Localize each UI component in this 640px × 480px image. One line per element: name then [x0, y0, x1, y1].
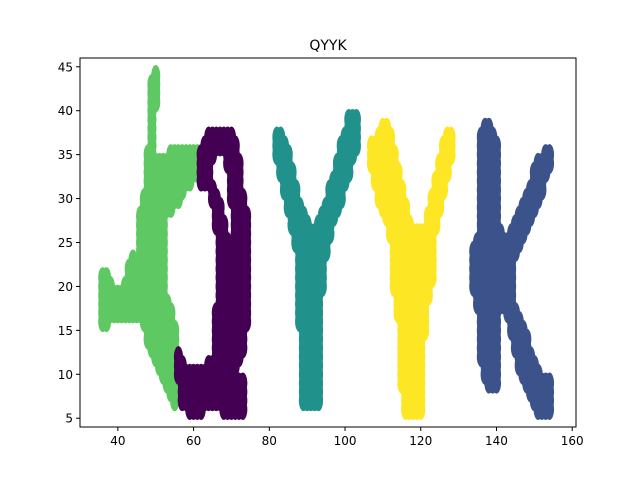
- y-tick-label: 25: [58, 236, 73, 250]
- data-point: [491, 372, 502, 394]
- y-tick-label: 30: [58, 192, 73, 206]
- x-tick-label: 140: [485, 434, 508, 448]
- y-tick-label: 40: [58, 104, 73, 118]
- series-1: [173, 126, 252, 420]
- series-0: [98, 65, 210, 412]
- y-tick-label: 45: [58, 60, 73, 74]
- data-point: [196, 398, 206, 420]
- data-point: [170, 390, 180, 412]
- data-point: [173, 188, 183, 210]
- y-tick-label: 35: [58, 148, 73, 162]
- axes-layer: 40 60 80 100 120 140 160 5 10 15 20 25 30 35 40 45: [58, 57, 584, 448]
- y-tick-label: 15: [58, 324, 73, 338]
- x-tick-label: 160: [561, 434, 584, 448]
- points-layer: [98, 65, 555, 420]
- x-tick-label: 120: [409, 434, 432, 448]
- data-point: [166, 196, 176, 218]
- x-tick-label: 100: [334, 434, 357, 448]
- x-tick-label: 40: [110, 434, 125, 448]
- chart-title: QYYK: [309, 38, 347, 54]
- data-point: [313, 390, 324, 412]
- data-point: [185, 170, 195, 192]
- series-3: [367, 117, 456, 420]
- series-2: [272, 108, 361, 412]
- y-tick-label: 10: [58, 368, 73, 382]
- data-point: [416, 398, 426, 420]
- data-point: [238, 398, 248, 420]
- x-tick-label: 80: [262, 434, 277, 448]
- data-point: [544, 398, 555, 420]
- data-point: [101, 311, 112, 333]
- series-4: [469, 117, 555, 420]
- y-tick-label: 5: [65, 412, 73, 426]
- x-tick-label: 60: [186, 434, 201, 448]
- y-tick-label: 20: [58, 280, 73, 294]
- data-point: [325, 214, 335, 236]
